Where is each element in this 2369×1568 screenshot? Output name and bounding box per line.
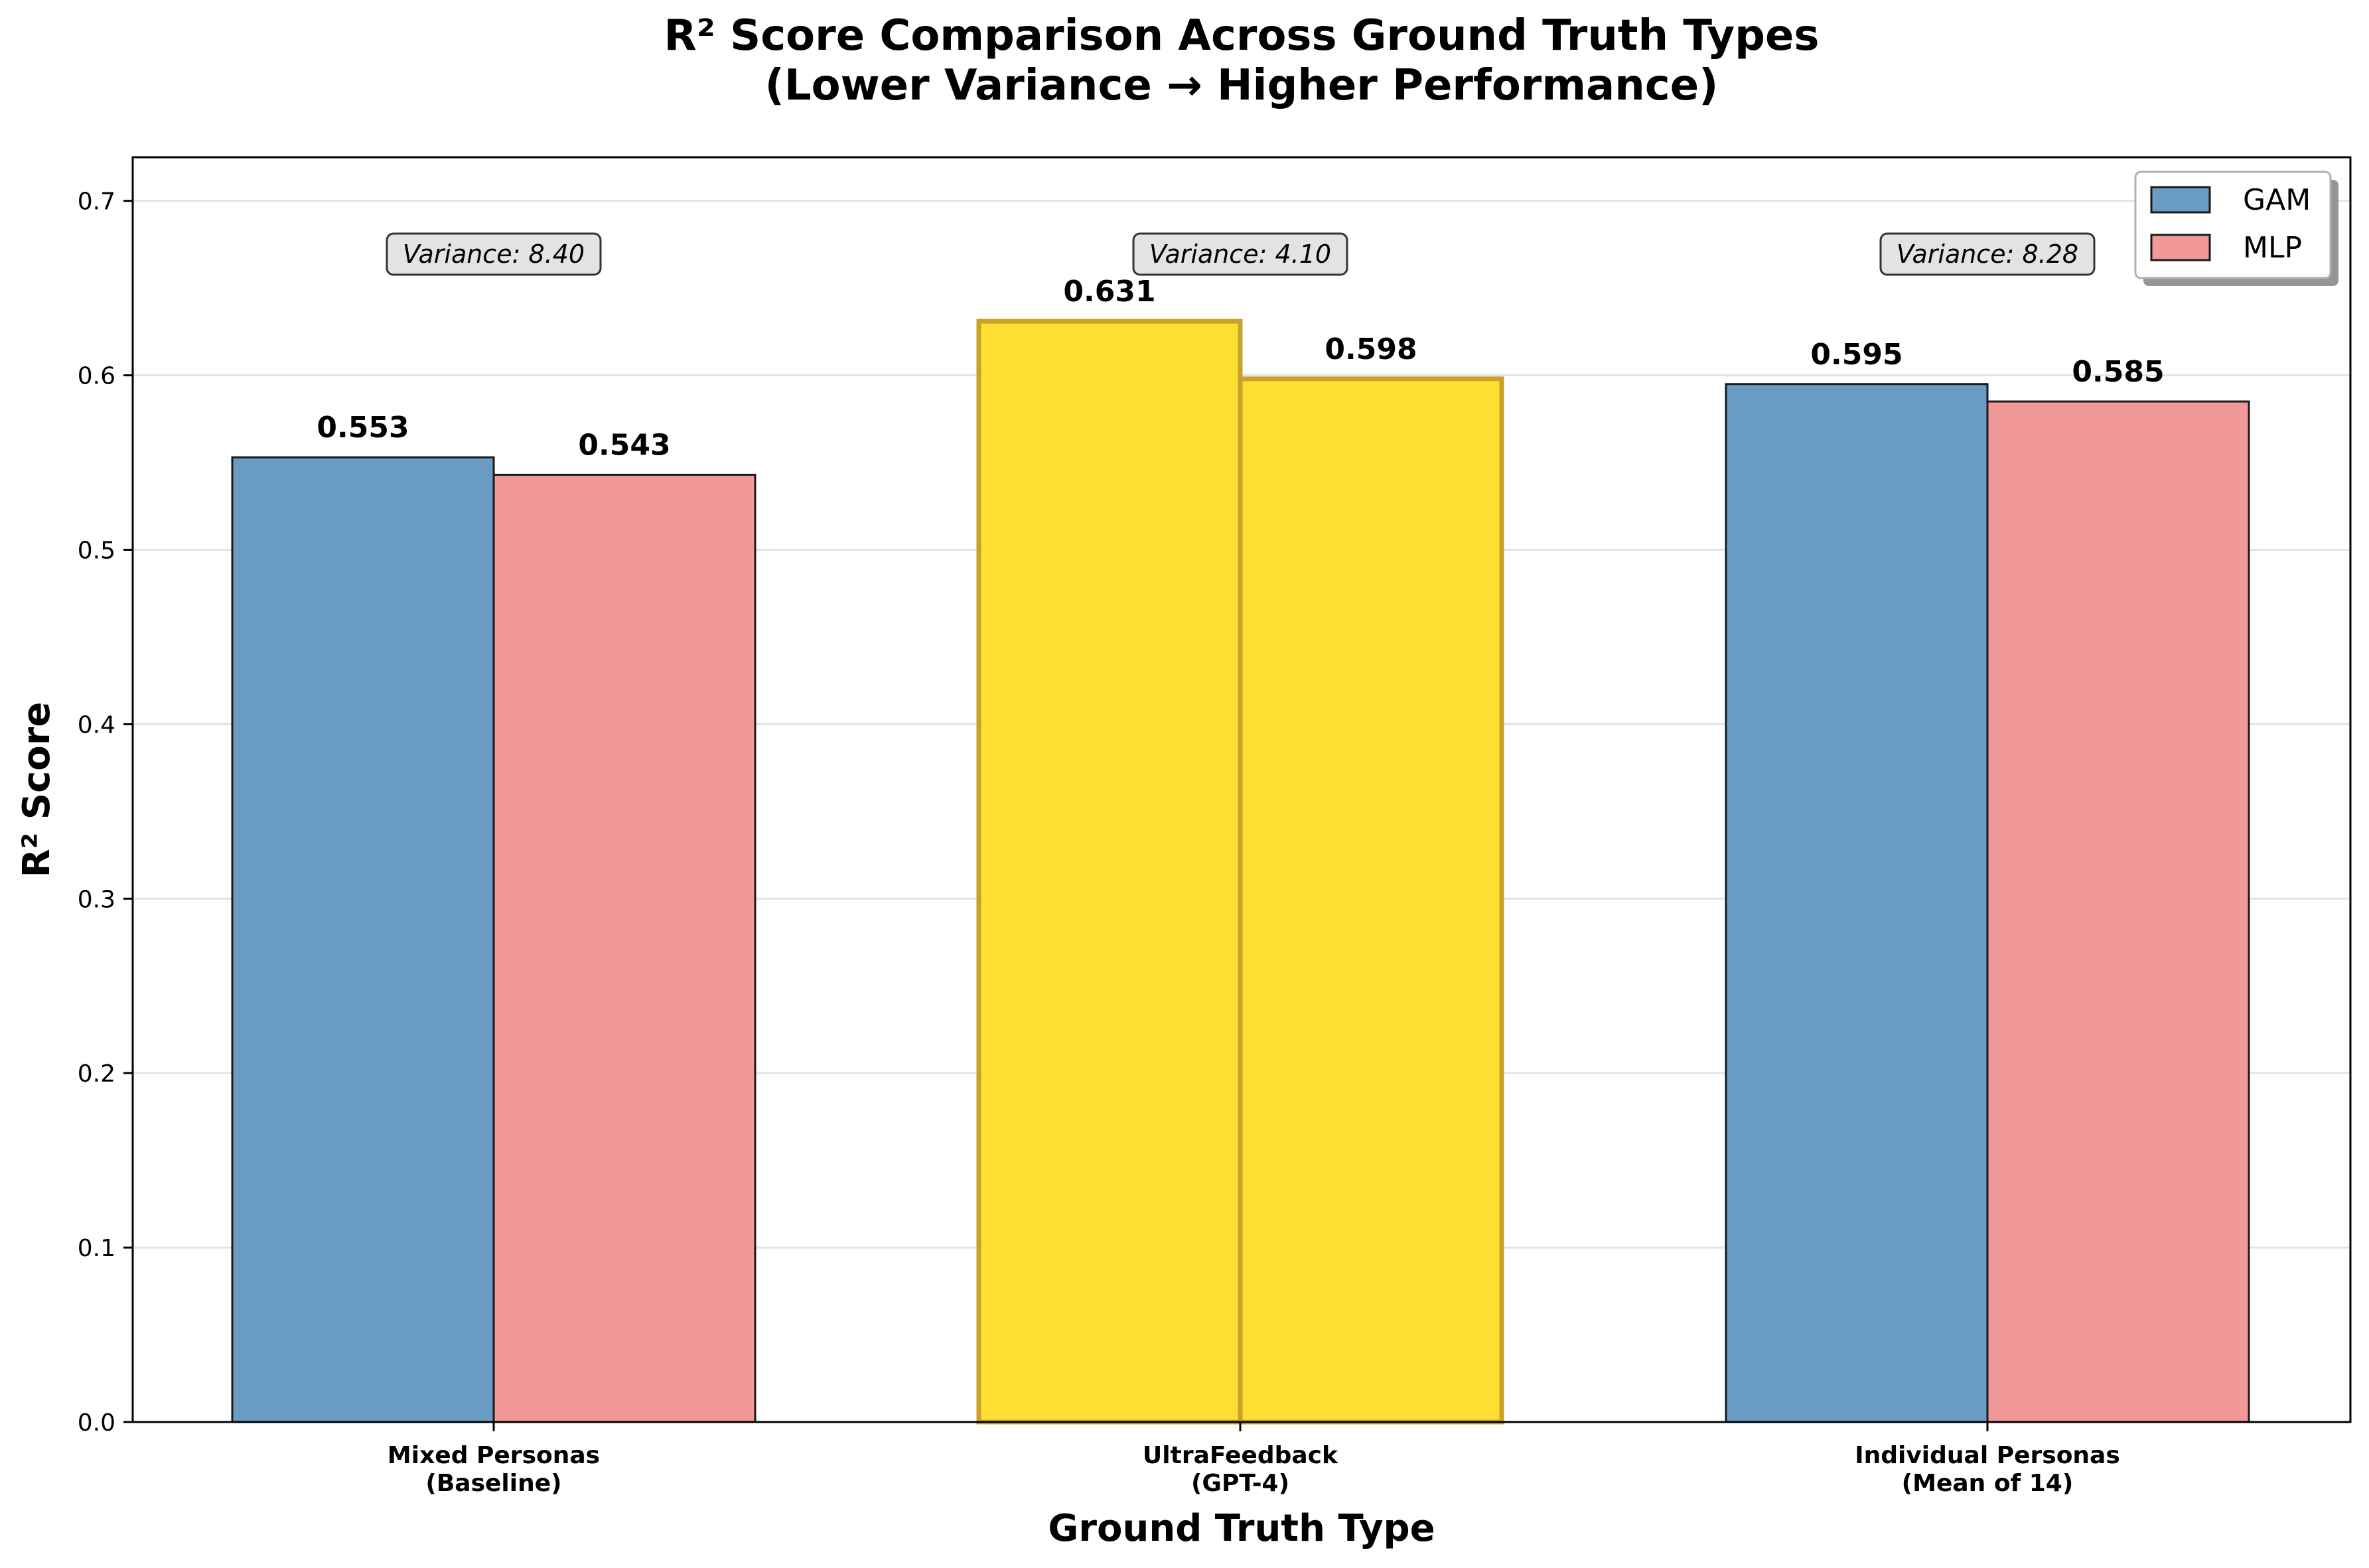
variance-annotation-text: Variance: 4.10 bbox=[1149, 240, 1331, 269]
y-tick-label: 0.5 bbox=[78, 537, 115, 565]
y-axis-title: R² Score bbox=[15, 702, 58, 878]
variance-annotation-box bbox=[1132, 232, 1348, 276]
y-tick-label: 0.6 bbox=[78, 363, 115, 390]
bar-value-label: 0.631 bbox=[1063, 275, 1155, 309]
bar-mlp bbox=[492, 473, 756, 1423]
y-tick-label: 0.7 bbox=[78, 188, 115, 216]
bar-value-label: 0.553 bbox=[317, 411, 409, 445]
variance-annotation-text: Variance: 8.28 bbox=[1897, 240, 2078, 269]
plot-frame bbox=[131, 156, 2352, 1423]
legend-swatch-gam bbox=[2150, 186, 2211, 214]
y-tick-label: 0.1 bbox=[78, 1235, 115, 1262]
y-tick-label: 0.2 bbox=[78, 1060, 115, 1088]
bar-mlp bbox=[1238, 376, 1504, 1425]
bar-gam bbox=[231, 456, 495, 1423]
chart-title-line: R² Score Comparison Across Ground Truth … bbox=[664, 11, 1820, 60]
x-tick-label: Mixed Personas bbox=[388, 1442, 600, 1469]
bar-gam bbox=[976, 319, 1243, 1425]
x-tick-label: Individual Personas bbox=[1855, 1442, 2120, 1469]
y-tick-label: 0.0 bbox=[78, 1409, 115, 1437]
y-tick-label: 0.4 bbox=[78, 711, 115, 739]
variance-annotation: Variance: 8.40 bbox=[386, 232, 602, 276]
x-tick-label: UltraFeedback bbox=[1143, 1442, 1338, 1469]
x-tick-label: (Baseline) bbox=[425, 1470, 561, 1497]
x-tick-label: (Mean of 14) bbox=[1902, 1470, 2074, 1497]
x-axis-title: Ground Truth Type bbox=[1048, 1507, 1435, 1550]
variance-annotation: Variance: 4.10 bbox=[1132, 232, 1348, 276]
variance-annotation-box bbox=[1879, 232, 2096, 276]
variance-annotation: Variance: 8.28 bbox=[1879, 232, 2096, 276]
y-tick-label: 0.3 bbox=[78, 886, 115, 913]
bar-value-label: 0.543 bbox=[578, 428, 670, 462]
variance-annotation-box bbox=[386, 232, 602, 276]
bar-value-label: 0.598 bbox=[1325, 332, 1417, 366]
bar-value-label: 0.595 bbox=[1810, 338, 1902, 372]
chart-title-line: (Lower Variance → Higher Performance) bbox=[765, 61, 1719, 110]
bar-mlp bbox=[1986, 400, 2250, 1423]
variance-annotation-text: Variance: 8.40 bbox=[403, 240, 585, 269]
legend: GAM MLP bbox=[2134, 171, 2338, 286]
x-tick-label: (GPT-4) bbox=[1191, 1470, 1289, 1497]
legend-swatch-mlp bbox=[2150, 234, 2211, 261]
bar-value-label: 0.585 bbox=[2072, 355, 2164, 389]
legend-label-gam: GAM bbox=[2243, 183, 2311, 217]
legend-label-mlp: MLP bbox=[2243, 231, 2302, 265]
bar-gam bbox=[1725, 383, 1989, 1423]
